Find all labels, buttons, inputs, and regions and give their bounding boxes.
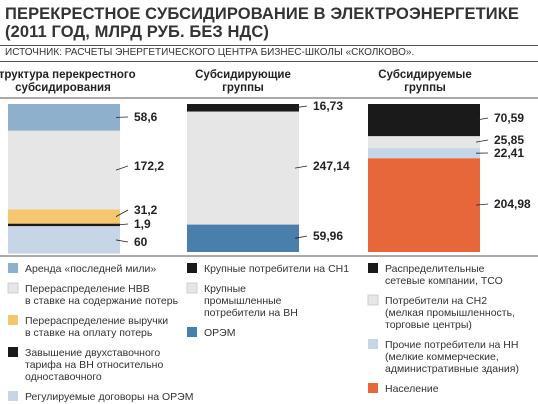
column-title: Субсидирующие группы	[195, 69, 291, 94]
bar-segment	[368, 158, 480, 252]
value-label: 25,85	[494, 133, 524, 147]
leader-line	[475, 139, 489, 143]
leader-line	[475, 203, 489, 206]
legend-swatch	[7, 282, 19, 294]
leader-line	[294, 235, 308, 239]
legend-swatch	[8, 263, 18, 273]
source-rule	[0, 61, 538, 62]
chart-source: ИСТОЧНИК: РАСЧЕТЫ ЭНЕРГЕТИЧЕСКОГО ЦЕНТРА…	[5, 47, 415, 58]
bar-segment	[8, 226, 120, 254]
value-label: 70,59	[494, 111, 524, 125]
legend-swatch	[8, 347, 18, 357]
legend-swatch	[8, 391, 18, 401]
legend-swatch	[186, 282, 198, 294]
bar-segment	[187, 104, 299, 112]
leader-line	[294, 165, 308, 169]
value-label: 58,6	[134, 110, 158, 124]
legend-swatch	[187, 327, 197, 337]
bar-segment	[368, 104, 480, 137]
leader-line	[475, 117, 489, 121]
leader-line	[115, 223, 129, 226]
legend-swatch	[367, 294, 379, 306]
bar-segment	[8, 209, 120, 224]
column-title: Субсидируемые группы	[378, 69, 472, 94]
legend-label: Перераспределение выручки в ставке на опл…	[25, 315, 168, 339]
legend-label: Потребители на СН2 (мелкая промышленность…	[385, 295, 515, 331]
value-label: 16,73	[313, 99, 343, 113]
leader-line	[115, 165, 129, 171]
legend-label: Население	[385, 383, 439, 395]
legend-label: Завышение двухставочного тарифа на ВН отн…	[25, 347, 163, 383]
bar-segment	[368, 148, 480, 159]
legend-label: ОРЭМ	[204, 327, 235, 339]
value-label: 1,9	[134, 217, 151, 231]
legend-label: Прочие потребители на НН (мелкие коммерче…	[385, 339, 519, 375]
legend-swatch	[187, 263, 197, 273]
leader-line	[115, 239, 129, 243]
legend-label: Регулируемые договоры на ОРЭМ	[25, 391, 193, 403]
value-label: 60	[134, 235, 148, 249]
header-rule	[0, 45, 538, 46]
bar-segment	[8, 223, 120, 227]
bar-segment	[8, 104, 120, 131]
legend-label: Крупные потребители на СН1	[204, 263, 349, 275]
legend-label: Перераспределение НВВ в ставке на содержа…	[25, 283, 179, 307]
bar-segment	[368, 136, 480, 149]
legend-label: Распределительные сетевые компании, ТСО	[385, 263, 503, 287]
legend-swatch	[368, 383, 378, 393]
value-label: 247,14	[313, 159, 350, 173]
leader-line	[115, 209, 129, 217]
leader-line	[294, 105, 308, 109]
column-title: Структура перекрестного субсидирования	[0, 69, 136, 94]
legend-swatch	[8, 315, 18, 325]
legend-swatch	[368, 339, 378, 349]
value-label: 59,96	[313, 229, 343, 243]
value-label: 31,2	[134, 203, 158, 217]
legend-swatch	[368, 263, 378, 273]
bar-segment	[8, 130, 120, 210]
chart-title: ПЕРЕКРЕСТНОЕ СУБСИДИРОВАНИЕ В ЭЛЕКТРОЭНЕ…	[5, 5, 519, 41]
bar-segment	[187, 111, 299, 225]
bar-segment	[187, 224, 299, 252]
legend-label: Крупные промышленные потребители на ВН	[204, 283, 298, 319]
legend-label: Аренда «последней мили»	[25, 263, 156, 275]
value-label: 204,98	[494, 197, 531, 211]
value-label: 172,2	[134, 159, 164, 173]
value-label: 22,41	[494, 146, 524, 160]
